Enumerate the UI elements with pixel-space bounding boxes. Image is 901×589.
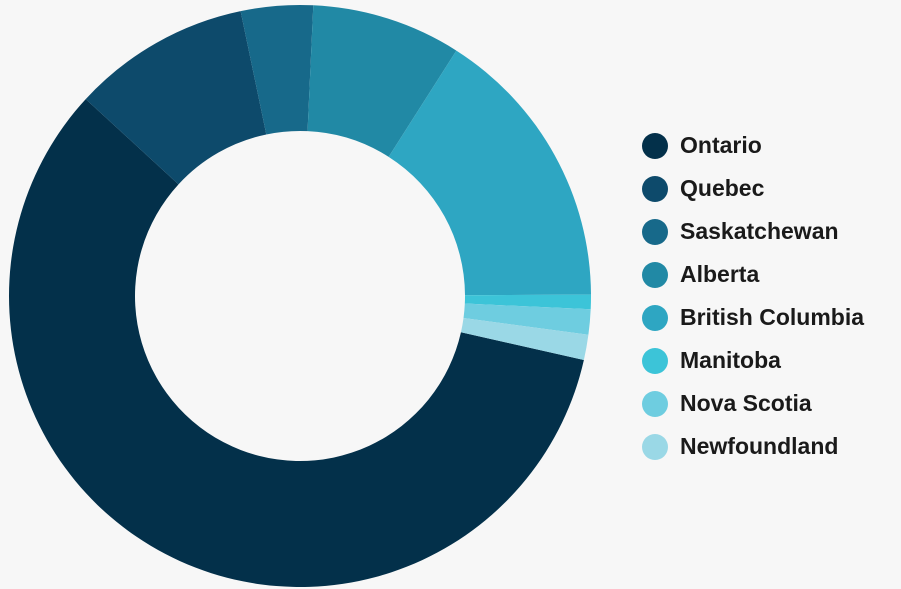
legend-label: Ontario (680, 132, 762, 158)
donut-slice (240, 5, 314, 135)
legend-swatch (642, 262, 668, 288)
donut-slice (460, 317, 589, 360)
legend-label: Newfoundland (680, 433, 838, 459)
legend-swatch (642, 176, 668, 202)
legend-label: Alberta (680, 261, 759, 287)
legend-label: Nova Scotia (680, 390, 812, 416)
legend-label: Quebec (680, 175, 765, 201)
legend-label: British Columbia (680, 304, 864, 330)
legend-label: Manitoba (680, 347, 781, 373)
donut-slice (307, 5, 457, 157)
legend-swatch (642, 219, 668, 245)
donut-slice (85, 11, 267, 185)
legend-swatch (642, 434, 668, 460)
donut-slice (463, 303, 591, 335)
legend-swatch (642, 348, 668, 374)
donut-slice (8, 99, 584, 587)
donut-slice (388, 50, 591, 296)
legend-swatch (642, 305, 668, 331)
legend-swatch (642, 133, 668, 159)
legend-label: Saskatchewan (680, 218, 839, 244)
donut-slice (464, 294, 591, 310)
legend-swatch (642, 391, 668, 417)
